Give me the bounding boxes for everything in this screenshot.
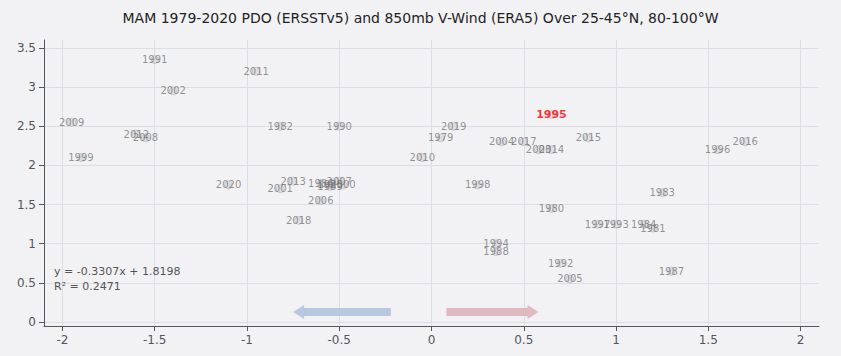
svg-text:-2: -2: [56, 333, 68, 347]
svg-text:y = -0.3307x + 1.8198: y = -0.3307x + 1.8198: [54, 265, 180, 278]
svg-text:1999: 1999: [68, 152, 93, 163]
svg-text:2018: 2018: [286, 215, 311, 226]
svg-text:1.5: 1.5: [17, 198, 36, 212]
svg-text:R² = 0.2471: R² = 0.2471: [54, 280, 121, 293]
svg-text:1992: 1992: [548, 258, 573, 269]
svg-text:1996: 1996: [705, 144, 730, 155]
svg-text:-1.5: -1.5: [143, 333, 166, 347]
svg-text:2015: 2015: [576, 132, 601, 143]
svg-text:2006: 2006: [308, 195, 333, 206]
svg-text:1: 1: [612, 333, 620, 347]
svg-text:1983: 1983: [649, 187, 674, 198]
svg-text:2011: 2011: [243, 66, 268, 77]
svg-text:0.5: 0.5: [514, 333, 533, 347]
svg-text:3.5: 3.5: [17, 41, 36, 55]
svg-text:-0.5: -0.5: [328, 333, 351, 347]
svg-text:1984: 1984: [631, 219, 656, 230]
svg-text:2001: 2001: [267, 183, 293, 195]
svg-text:0: 0: [428, 333, 436, 347]
svg-text:1982: 1982: [267, 121, 292, 132]
svg-text:2010: 2010: [410, 152, 435, 163]
svg-text:1994: 1994: [483, 238, 508, 249]
svg-text:2020: 2020: [216, 179, 241, 190]
svg-text:1980: 1980: [539, 203, 564, 214]
svg-text:1988: 1988: [483, 246, 509, 258]
svg-text:1.5: 1.5: [699, 333, 718, 347]
svg-text:2005: 2005: [557, 273, 582, 284]
svg-text:2014: 2014: [539, 144, 564, 155]
svg-text:MAM 1979-2020 PDO (ERSSTv5) an: MAM 1979-2020 PDO (ERSSTv5) and 850mb V-…: [123, 10, 719, 26]
svg-text:2.5: 2.5: [17, 119, 36, 133]
svg-text:0: 0: [28, 315, 36, 329]
svg-text:2013: 2013: [280, 176, 305, 187]
svg-text:2: 2: [797, 333, 805, 347]
svg-text:1990: 1990: [327, 121, 352, 132]
svg-text:1: 1: [28, 237, 36, 251]
svg-text:0.5: 0.5: [17, 276, 36, 290]
svg-text:2007: 2007: [327, 176, 352, 187]
svg-text:2012: 2012: [124, 129, 149, 140]
svg-text:2016: 2016: [732, 136, 757, 147]
svg-text:1998: 1998: [465, 179, 490, 190]
svg-text:2019: 2019: [441, 121, 466, 132]
svg-text:1991: 1991: [142, 54, 167, 65]
svg-text:1993: 1993: [603, 218, 629, 230]
svg-text:-1: -1: [241, 333, 253, 347]
svg-text:2: 2: [28, 158, 36, 172]
svg-text:2009: 2009: [59, 117, 84, 128]
svg-text:2004: 2004: [488, 136, 515, 148]
svg-text:1987: 1987: [659, 266, 684, 277]
svg-text:2017: 2017: [511, 136, 536, 147]
svg-text:1979: 1979: [428, 132, 453, 143]
svg-text:3: 3: [28, 80, 36, 94]
svg-text:1997: 1997: [585, 219, 610, 230]
svg-text:2002: 2002: [160, 85, 185, 96]
svg-text:1995: 1995: [536, 108, 567, 121]
